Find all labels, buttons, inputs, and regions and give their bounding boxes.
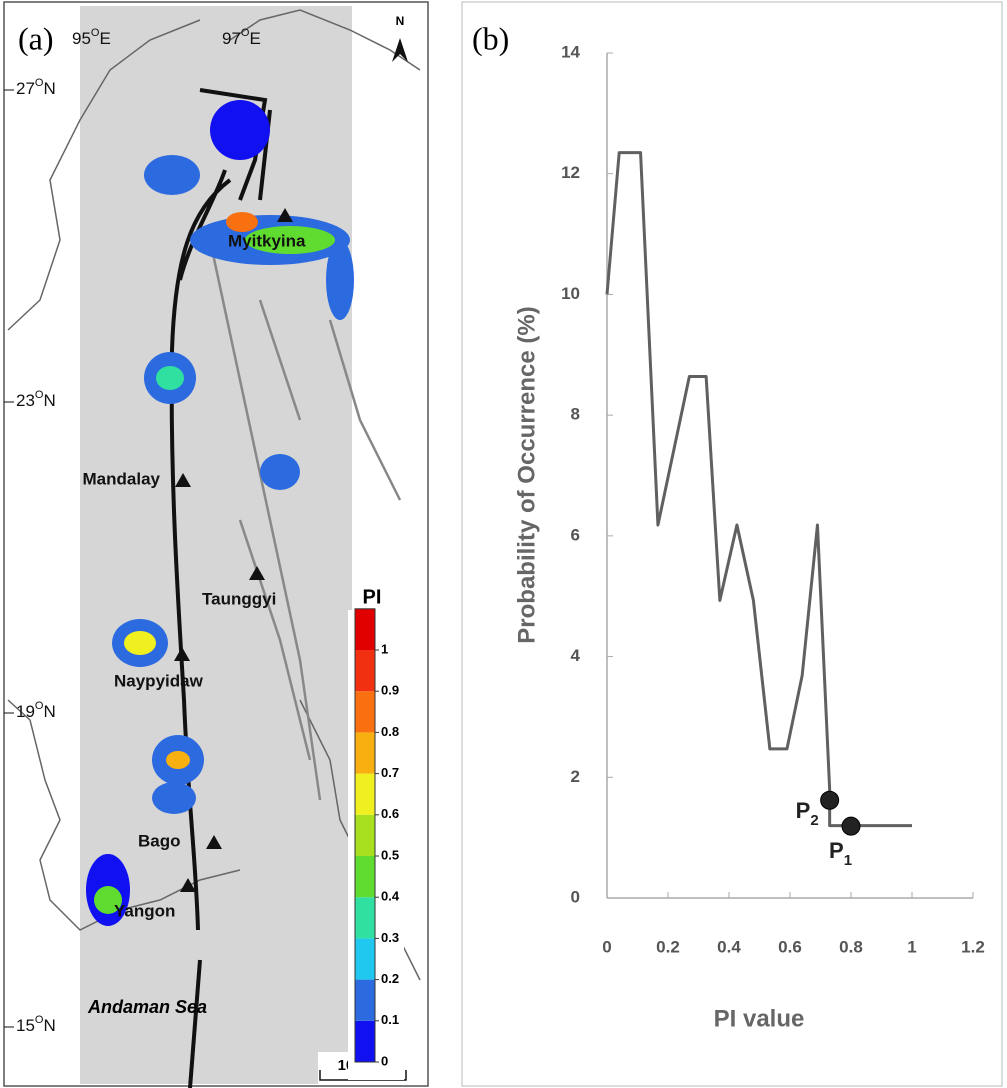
colorbar-tick-label: 0.2: [381, 971, 399, 986]
colorbar-segment: [355, 732, 375, 773]
y-tick-label: 10: [561, 284, 580, 303]
y-tick-label: 14: [561, 42, 580, 61]
label-part: P: [829, 838, 844, 863]
x-tick-label: 1: [907, 937, 916, 956]
colorbar-title: PI: [363, 586, 382, 608]
city-label: Mandalay: [83, 469, 161, 488]
x-tick-label: 0: [602, 937, 611, 956]
pi-blob: [326, 240, 354, 320]
colorbar-tick-label: 0: [381, 1053, 388, 1068]
label-part: E: [249, 29, 260, 48]
pi-blob: [152, 782, 196, 814]
colorbar-tick-label: 0.4: [381, 889, 400, 904]
y-tick-label: 4: [571, 646, 581, 665]
x-tick-label: 1.2: [961, 937, 985, 956]
x-tick-label: 0.4: [717, 937, 741, 956]
label-part: 23: [16, 391, 35, 410]
label-part: N: [43, 79, 55, 98]
x-tick-label: 0.6: [778, 937, 802, 956]
colorbar-segment: [355, 897, 375, 938]
label-part: 95: [72, 29, 91, 48]
pi-blob: [156, 366, 184, 390]
colorbar-tick-label: 0.5: [381, 847, 399, 862]
point: [821, 791, 839, 809]
city-label: Myitkyina: [228, 231, 306, 250]
colorbar-segment: [355, 609, 375, 650]
y-tick-label: 6: [571, 525, 580, 544]
panel-label: (a): [18, 20, 54, 56]
pi-blob: [226, 212, 258, 232]
colorbar-tick-label: 1: [381, 641, 388, 656]
y-tick-label: 0: [571, 887, 580, 906]
colorbar-tick-label: 0.9: [381, 683, 399, 698]
colorbar-segment: [355, 938, 375, 979]
colorbar-segment: [355, 856, 375, 897]
label-part: N: [43, 702, 55, 721]
colorbar-tick-label: 0.7: [381, 765, 399, 780]
sea-label: Andaman Sea: [87, 997, 207, 1017]
label-part: 2: [810, 812, 818, 829]
label-part: P: [796, 798, 811, 823]
y-tick-label: 2: [571, 767, 580, 786]
figure: (a) Myitkyina Mandalay Taunggyi Naypyida…: [0, 0, 1007, 1088]
city-label: Bago: [138, 831, 181, 850]
colorbar-tick-label: 0.6: [381, 806, 399, 821]
colorbar-tick-label: 0.8: [381, 724, 399, 739]
x-tick-label: 0.2: [656, 937, 680, 956]
colorbar-segment: [355, 815, 375, 856]
pi-blob: [260, 454, 300, 490]
label-part: N: [43, 1016, 55, 1035]
point: [842, 817, 860, 835]
pi-blob: [124, 631, 156, 655]
city-label: Yangon: [114, 901, 175, 920]
pi-blob: [144, 155, 200, 195]
colorbar-tick-label: 0.1: [381, 1012, 399, 1027]
label-part: 15: [16, 1016, 35, 1035]
x-tick-label: 0.8: [839, 937, 863, 956]
colorbar-segment: [355, 774, 375, 815]
pi-blob: [210, 100, 270, 160]
colorbar-tick-label: 0.3: [381, 930, 399, 945]
y-axis-label: Probability of Occurrence (%): [513, 306, 540, 643]
y-tick-label: 12: [561, 163, 580, 182]
pi-blob: [166, 751, 190, 769]
y-tick-label: 8: [571, 405, 580, 424]
city-label: Taunggyi: [202, 589, 276, 608]
x-axis-label: PI value: [714, 1005, 805, 1032]
label-part: N: [43, 391, 55, 410]
relief-strip: [80, 6, 352, 1084]
colorbar-segment: [355, 1021, 375, 1062]
label-part: 1: [844, 852, 852, 869]
label-part: E: [99, 29, 110, 48]
colorbar-segment: [355, 980, 375, 1021]
panel-label: (b): [472, 20, 509, 56]
north-label: N: [396, 14, 405, 28]
city-label: Naypyidaw: [114, 671, 204, 690]
label-part: 97: [222, 29, 241, 48]
colorbar-segment: [355, 650, 375, 691]
label-part: 27: [16, 79, 35, 98]
colorbar-segment: [355, 691, 375, 732]
label-part: 19: [16, 702, 35, 721]
